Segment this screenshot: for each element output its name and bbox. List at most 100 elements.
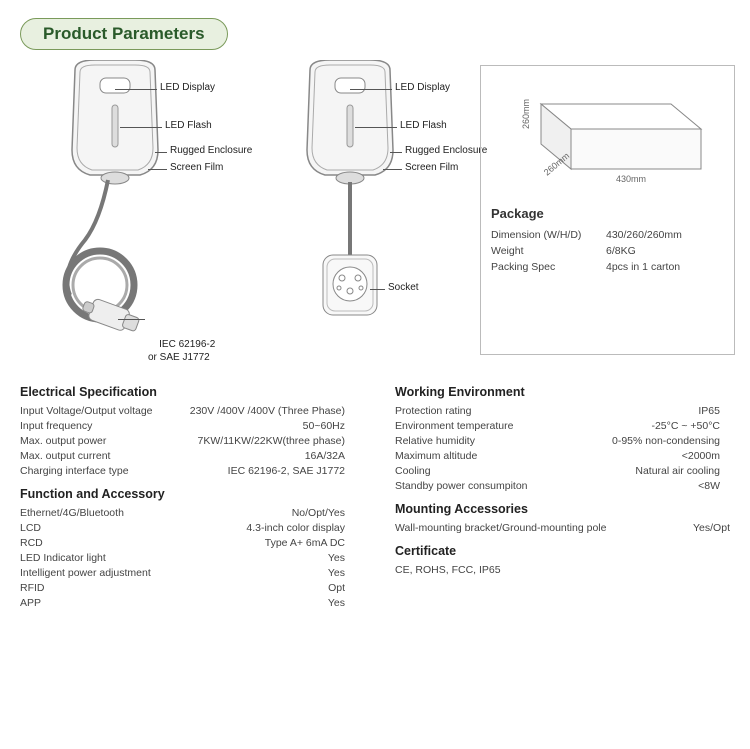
callout-text: LED Display — [160, 82, 215, 93]
spec-label: Wall-mounting bracket/Ground-mounting po… — [395, 522, 670, 534]
spec-label: LCD — [20, 522, 185, 534]
spec-label: RFID — [20, 582, 185, 594]
spec-value: 0-95% non-condensing — [570, 435, 730, 447]
callout-screen-film: Screen Film — [170, 162, 223, 173]
spec-row: Standby power consumpiton<8W — [395, 480, 730, 492]
spec-label: Protection rating — [395, 405, 570, 417]
spec-label: RCD — [20, 537, 185, 549]
dim-h: 260mm — [521, 99, 531, 129]
section-title-electrical: Electrical Specification — [20, 385, 355, 399]
diagram-area: LED Display LED Flash Rugged Enclosure S… — [10, 60, 740, 360]
pkg-label: Dimension (W/H/D) — [491, 229, 606, 241]
specs-area: Electrical Specification Input Voltage/O… — [20, 375, 730, 612]
callout-text: Screen Film — [170, 162, 223, 173]
callout-text: Screen Film — [405, 162, 458, 173]
callout-text: Rugged Enclosure — [170, 145, 252, 156]
spec-row: Relative humidity0-95% non-condensing — [395, 435, 730, 447]
package-title: Package — [491, 206, 724, 221]
specs-right-column: Working Environment Protection ratingIP6… — [395, 375, 730, 612]
spec-label: Maximum altitude — [395, 450, 570, 462]
pkg-value: 430/260/260mm — [606, 229, 682, 241]
spec-label: Standby power consumpiton — [395, 480, 570, 492]
spec-row: Input Voltage/Output voltage230V /400V /… — [20, 405, 355, 417]
charger-socket-diagram — [275, 60, 465, 360]
specs-left-column: Electrical Specification Input Voltage/O… — [20, 375, 355, 612]
callout-plug: IEC 62196-2 or SAE J1772 — [148, 312, 215, 377]
spec-label: Intelligent power adjustment — [20, 567, 185, 579]
spec-label: Input frequency — [20, 420, 185, 432]
callout-led-display-2: LED Display — [395, 82, 450, 93]
spec-row: APPYes — [20, 597, 355, 609]
spec-value: Yes — [185, 552, 355, 564]
spec-value: 16A/32A — [185, 450, 355, 462]
section-title-mounting: Mounting Accessories — [395, 502, 730, 516]
pkg-value: 6/8KG — [606, 245, 636, 257]
spec-value: IP65 — [570, 405, 730, 417]
spec-label: APP — [20, 597, 185, 609]
callout-text: Rugged Enclosure — [405, 145, 487, 156]
spec-row: Max. output power7KW/11KW/22KW(three pha… — [20, 435, 355, 447]
spec-value: Type A+ 6mA DC — [185, 537, 355, 549]
callout-text: LED Flash — [165, 120, 212, 131]
spec-value: Yes — [185, 567, 355, 579]
spec-value: No/Opt/Yes — [185, 507, 355, 519]
spec-row: Max. output current16A/32A — [20, 450, 355, 462]
spec-value: <8W — [570, 480, 730, 492]
spec-row: LCD4.3-inch color display — [20, 522, 355, 534]
pkg-value: 4pcs in 1 carton — [606, 261, 680, 273]
spec-value: Opt — [185, 582, 355, 594]
callout-text: LED Flash — [400, 120, 447, 131]
cert-row: CE, ROHS, FCC, IP65 — [395, 564, 730, 576]
callout-rugged-2: Rugged Enclosure — [405, 145, 487, 156]
spec-label: Max. output current — [20, 450, 185, 462]
spec-label: Relative humidity — [395, 435, 570, 447]
pkg-row: Weight 6/8KG — [491, 245, 724, 257]
spec-row: Ethernet/4G/BluetoothNo/Opt/Yes — [20, 507, 355, 519]
package-3d-icon: 430mm 260mm 260mm — [491, 74, 721, 194]
pkg-label: Weight — [491, 245, 606, 257]
spec-label: Max. output power — [20, 435, 185, 447]
callout-socket: Socket — [388, 282, 419, 293]
spec-value: Yes/Opt — [670, 522, 730, 534]
spec-row: Intelligent power adjustmentYes — [20, 567, 355, 579]
package-box: 430mm 260mm 260mm Package Dimension (W/H… — [480, 65, 735, 355]
section-title-certificate: Certificate — [395, 544, 730, 558]
callout-led-display: LED Display — [160, 82, 215, 93]
spec-label: Charging interface type — [20, 465, 185, 477]
section-title-function: Function and Accessory — [20, 487, 355, 501]
spec-row: Charging interface typeIEC 62196-2, SAE … — [20, 465, 355, 477]
spec-label: Input Voltage/Output voltage — [20, 405, 185, 417]
spec-value: <2000m — [570, 450, 730, 462]
spec-row: CoolingNatural air cooling — [395, 465, 730, 477]
spec-row: Protection ratingIP65 — [395, 405, 730, 417]
pkg-row: Packing Spec 4pcs in 1 carton — [491, 261, 724, 273]
spec-value: Yes — [185, 597, 355, 609]
title-pill: Product Parameters — [20, 18, 228, 50]
spec-label: Cooling — [395, 465, 570, 477]
pkg-label: Packing Spec — [491, 261, 606, 273]
spec-label: Ethernet/4G/Bluetooth — [20, 507, 185, 519]
callout-led-flash: LED Flash — [165, 120, 212, 131]
cert-text: CE, ROHS, FCC, IP65 — [395, 564, 501, 576]
spec-value: 7KW/11KW/22KW(three phase) — [185, 435, 355, 447]
spec-value: IEC 62196-2, SAE J1772 — [185, 465, 355, 477]
spec-row: RCDType A+ 6mA DC — [20, 537, 355, 549]
spec-label: LED Indicator light — [20, 552, 185, 564]
spec-row: Wall-mounting bracket/Ground-mounting po… — [395, 522, 730, 534]
spec-row: Maximum altitude<2000m — [395, 450, 730, 462]
callout-rugged: Rugged Enclosure — [170, 145, 252, 156]
callout-screen-film-2: Screen Film — [405, 162, 458, 173]
spec-row: Environment temperature-25°C ~ +50°C — [395, 420, 730, 432]
spec-row: Input frequency50~60Hz — [20, 420, 355, 432]
spec-row: LED Indicator lightYes — [20, 552, 355, 564]
spec-value: Natural air cooling — [570, 465, 730, 477]
spec-row: RFIDOpt — [20, 582, 355, 594]
callout-text: IEC 62196-2 or SAE J1772 — [148, 339, 215, 363]
callout-text: LED Display — [395, 82, 450, 93]
spec-value: -25°C ~ +50°C — [570, 420, 730, 432]
dim-w: 430mm — [616, 174, 646, 184]
spec-value: 4.3-inch color display — [185, 522, 355, 534]
pkg-row: Dimension (W/H/D) 430/260/260mm — [491, 229, 724, 241]
callout-text: Socket — [388, 282, 419, 293]
section-title-environment: Working Environment — [395, 385, 730, 399]
